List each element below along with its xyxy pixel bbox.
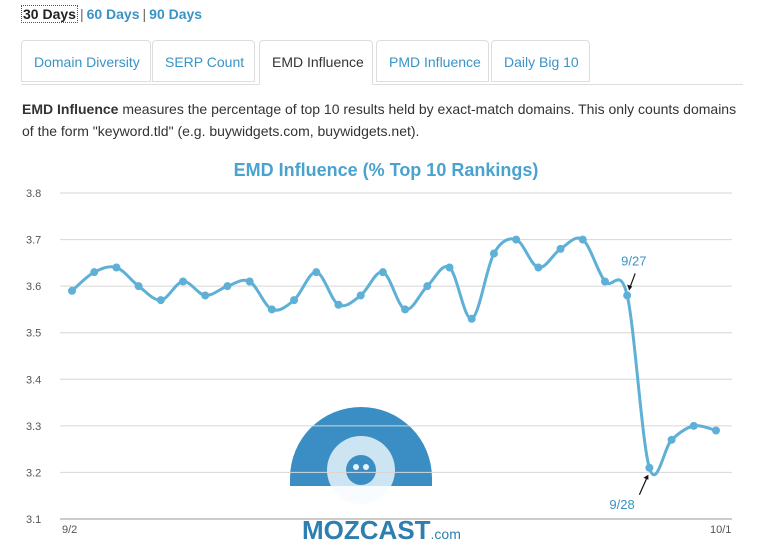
x-axis-ticks: 9/2 10/1 bbox=[62, 524, 731, 536]
y-tick-label: 3.1 bbox=[26, 514, 41, 526]
y-tick-label: 3.5 bbox=[26, 328, 41, 340]
data-point bbox=[423, 282, 432, 291]
y-tick-label: 3.3 bbox=[26, 421, 41, 433]
range-separator: | bbox=[142, 6, 147, 22]
description-lead: EMD Influence bbox=[22, 101, 119, 117]
y-tick-label: 3.6 bbox=[26, 281, 41, 293]
metric-description: EMD Influence measures the percentage of… bbox=[22, 98, 742, 142]
annotation-arrowhead bbox=[643, 474, 649, 480]
tab-emd-influence[interactable]: EMD Influence bbox=[259, 40, 373, 85]
x-tick-label: 10/1 bbox=[710, 524, 731, 536]
robot-face bbox=[346, 455, 376, 485]
data-points bbox=[68, 235, 720, 472]
data-point bbox=[290, 296, 299, 305]
range-90-days-link[interactable]: 90 Days bbox=[149, 6, 203, 22]
data-point bbox=[645, 463, 654, 472]
data-point bbox=[356, 291, 365, 300]
data-point bbox=[556, 244, 565, 253]
y-tick-label: 3.7 bbox=[26, 235, 41, 247]
data-point bbox=[667, 435, 676, 444]
robot-eye bbox=[353, 464, 359, 470]
logo-suffix: .com bbox=[430, 526, 461, 542]
data-point bbox=[600, 277, 609, 286]
robot-eye bbox=[363, 464, 369, 470]
tab-serp-count[interactable]: SERP Count bbox=[152, 40, 255, 82]
y-axis-ticks: 3.8 3.7 3.6 3.5 3.4 3.3 3.2 3.1 bbox=[26, 188, 41, 526]
data-point bbox=[712, 426, 720, 435]
y-tick-label: 3.4 bbox=[26, 374, 41, 386]
data-point bbox=[179, 277, 188, 286]
tab-pmd-influence[interactable]: PMD Influence bbox=[376, 40, 489, 82]
data-point bbox=[267, 305, 276, 314]
annotations: 9/27 9/28 bbox=[609, 253, 649, 512]
data-point bbox=[467, 314, 476, 323]
data-point bbox=[312, 268, 321, 277]
data-point bbox=[134, 282, 143, 291]
metric-tabs: Domain Diversity SERP Count EMD Influenc… bbox=[21, 40, 743, 85]
logo-base bbox=[300, 486, 422, 512]
x-tick-label: 9/2 bbox=[62, 524, 77, 536]
data-point bbox=[445, 263, 454, 272]
data-point bbox=[623, 291, 632, 300]
data-point bbox=[512, 235, 521, 244]
data-point bbox=[156, 296, 165, 305]
data-point bbox=[689, 421, 698, 430]
data-point bbox=[334, 300, 343, 309]
chart-title: EMD Influence (% Top 10 Rankings) bbox=[233, 160, 539, 180]
tab-daily-big-10[interactable]: Daily Big 10 bbox=[491, 40, 590, 82]
tab-domain-diversity[interactable]: Domain Diversity bbox=[21, 40, 151, 82]
data-point bbox=[578, 235, 587, 244]
mozcast-wordmark: MOZCAST.com bbox=[302, 515, 461, 546]
data-point bbox=[90, 268, 99, 277]
data-point bbox=[201, 291, 210, 300]
data-point bbox=[112, 263, 121, 272]
range-30-days-link[interactable]: 30 Days bbox=[21, 5, 78, 23]
annotation-arrowhead bbox=[627, 284, 633, 291]
logo-brand: MOZCAST bbox=[302, 515, 431, 545]
y-tick-label: 3.2 bbox=[26, 467, 41, 479]
annotation-label: 9/27 bbox=[621, 253, 646, 268]
grid-lines bbox=[60, 192, 732, 520]
data-point bbox=[68, 286, 76, 295]
data-point bbox=[401, 305, 410, 314]
data-point bbox=[489, 249, 498, 258]
description-body: measures the percentage of top 10 result… bbox=[22, 101, 737, 139]
date-range-selector: 30 Days | 60 Days | 90 Days bbox=[21, 5, 203, 23]
annotation-label: 9/28 bbox=[609, 497, 634, 512]
annotation-arrow bbox=[638, 476, 648, 496]
data-point bbox=[534, 263, 543, 272]
data-point bbox=[378, 268, 387, 277]
mozcast-logo bbox=[290, 407, 432, 512]
data-point bbox=[223, 282, 232, 291]
y-tick-label: 3.8 bbox=[26, 188, 41, 200]
data-point bbox=[245, 277, 254, 286]
range-separator: | bbox=[79, 6, 84, 22]
range-60-days-link[interactable]: 60 Days bbox=[86, 6, 140, 22]
